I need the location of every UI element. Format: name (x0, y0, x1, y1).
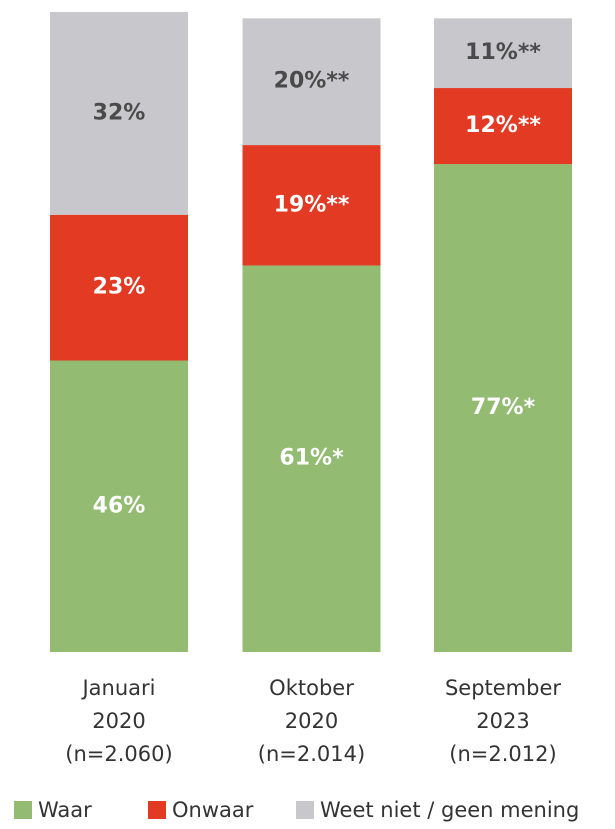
data-label: 23% (93, 275, 146, 300)
legend-label: Weet niet / geen mening (320, 798, 580, 822)
data-label: 77%* (471, 395, 536, 420)
legend-swatch (296, 801, 314, 819)
data-label: 46% (93, 493, 146, 518)
data-label: 61%* (279, 446, 344, 471)
bar-segment (242, 18, 381, 146)
legend-item: Onwaar (148, 798, 253, 822)
bar-segment (242, 145, 381, 266)
legend-item: Weet niet / geen mening (296, 798, 579, 822)
x-tick-label: Oktober 2020 (n=2.014) (257, 676, 366, 766)
legend-label: Waar (38, 798, 92, 822)
bar-segment (242, 265, 381, 652)
bar-segment (50, 12, 188, 215)
x-tick-label: Januari 2020 (n=2.060) (65, 676, 173, 766)
bar-segment (434, 88, 572, 165)
data-label: 11%** (465, 40, 541, 65)
data-label: 12%** (465, 113, 541, 138)
bar-segment (50, 214, 188, 361)
x-tick-label: September 2023 (n=2.012) (444, 676, 562, 766)
data-label: 19%** (274, 192, 350, 217)
bar-segment (50, 360, 188, 652)
legend-swatch (148, 801, 166, 819)
data-label: 20%** (274, 69, 350, 94)
bar-segment (434, 18, 572, 89)
bar-segment (434, 164, 572, 652)
legend-swatch (14, 801, 32, 819)
legend-item: Waar (14, 798, 92, 822)
data-label: 32% (93, 100, 146, 125)
legend-label: Onwaar (172, 798, 254, 822)
